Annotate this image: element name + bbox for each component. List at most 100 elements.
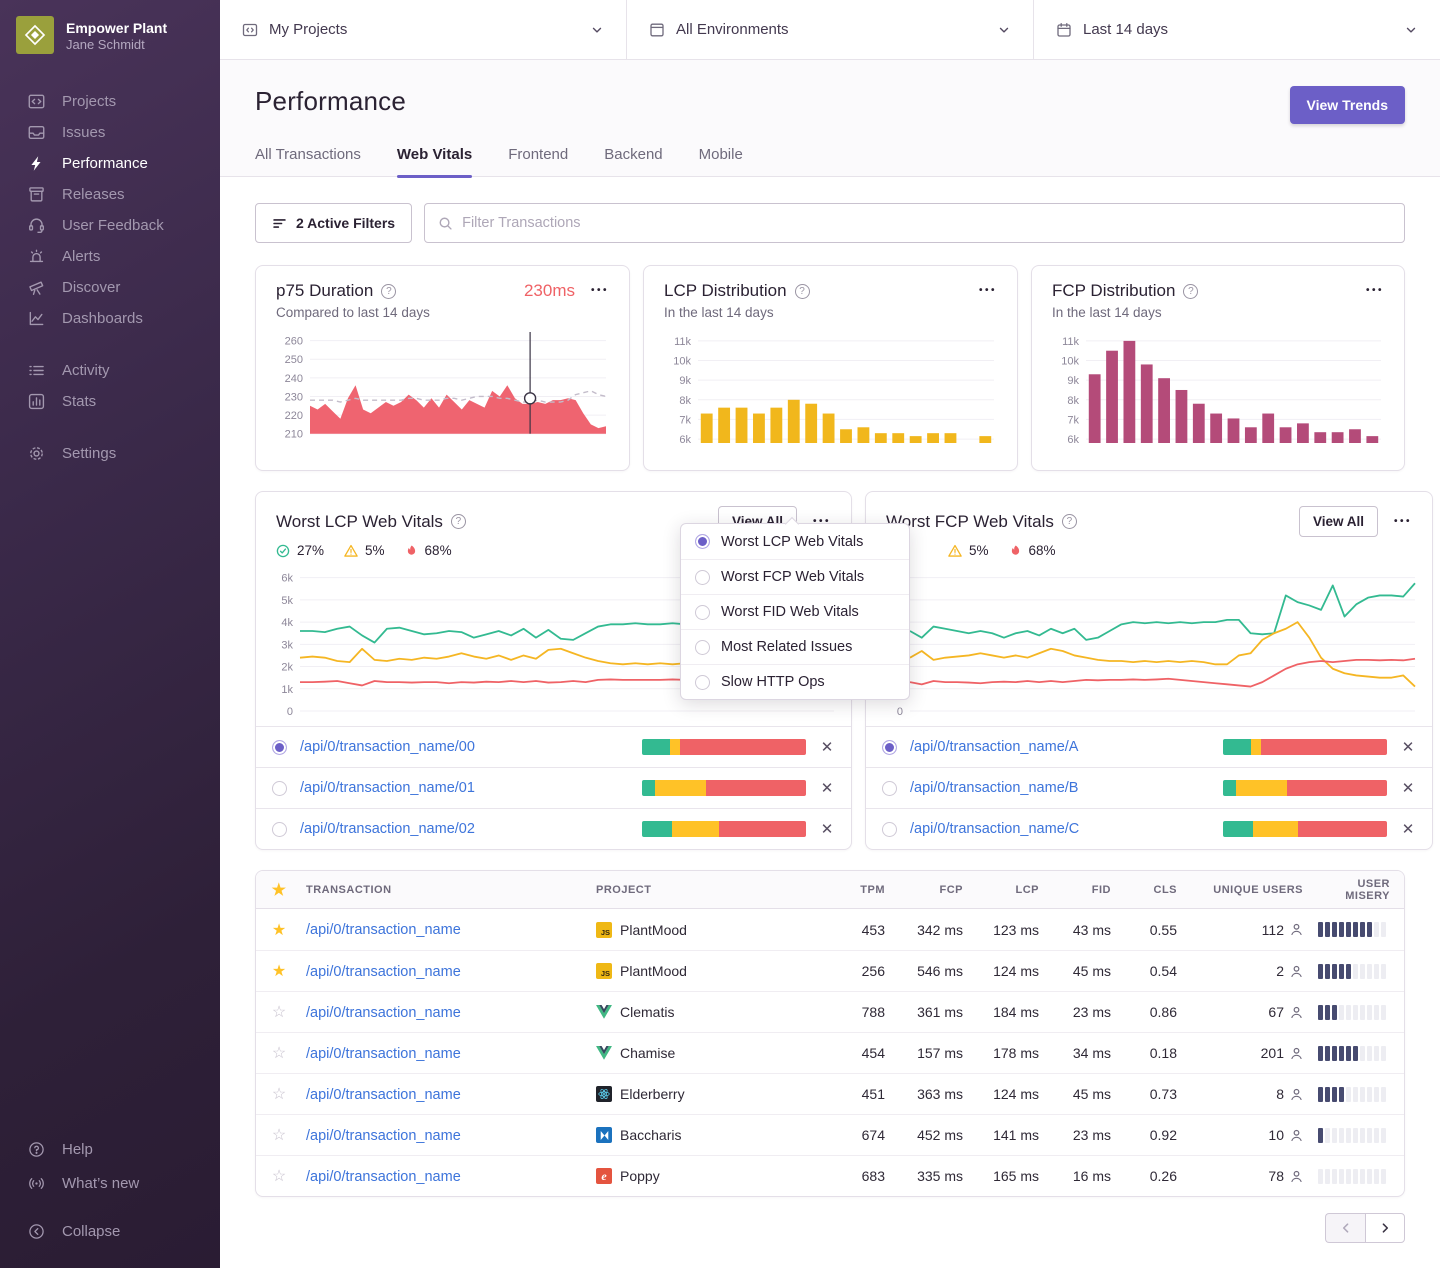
close-icon[interactable]: ✕ [819, 820, 835, 838]
transaction-radio[interactable] [882, 781, 897, 796]
transaction-link[interactable]: /api/0/transaction_name/C [910, 821, 1079, 837]
star-outline-icon[interactable]: ☆ [272, 1045, 286, 1062]
unique-users-count: 8 [1276, 1086, 1284, 1102]
previous-page-button[interactable] [1325, 1213, 1365, 1243]
vitals-segment-bar [642, 739, 806, 755]
sidebar-item-releases[interactable]: Releases [0, 179, 220, 210]
sidebar-item-activity[interactable]: Activity [0, 355, 220, 386]
star-filled-icon[interactable]: ★ [256, 880, 302, 900]
help-icon[interactable]: ? [795, 284, 810, 299]
star-outline-icon[interactable]: ☆ [272, 1086, 286, 1103]
help-icon[interactable]: ? [451, 514, 466, 529]
transaction-link[interactable]: /api/0/transaction_name/01 [300, 780, 475, 796]
svg-text:9k: 9k [679, 375, 691, 387]
column-header-transaction[interactable]: TRANSACTION [302, 884, 592, 896]
transaction-link[interactable]: /api/0/transaction_name/02 [300, 821, 475, 837]
overflow-menu-icon[interactable]: ••• [1358, 282, 1384, 300]
sidebar-collapse-button[interactable]: Collapse [0, 1214, 220, 1248]
menu-item-slow-http-ops[interactable]: Slow HTTP Ops [681, 664, 909, 699]
menu-item-worst-fcp[interactable]: Worst FCP Web Vitals [681, 559, 909, 594]
menu-item-most-related-issues[interactable]: Most Related Issues [681, 629, 909, 664]
column-header-tpm[interactable]: TPM [827, 884, 889, 896]
close-icon[interactable]: ✕ [1400, 779, 1416, 797]
transaction-link[interactable]: /api/0/transaction_name/00 [300, 739, 475, 755]
tab-frontend[interactable]: Frontend [508, 146, 568, 176]
transaction-link[interactable]: /api/0/transaction_name [306, 1046, 461, 1062]
transaction-link[interactable]: /api/0/transaction_name [306, 1087, 461, 1103]
transaction-link[interactable]: /api/0/transaction_name/B [910, 780, 1078, 796]
star-outline-icon[interactable]: ☆ [272, 1004, 286, 1021]
overflow-menu-icon[interactable]: ••• [971, 282, 997, 300]
help-icon[interactable]: ? [1183, 284, 1198, 299]
help-icon[interactable]: ? [1062, 514, 1077, 529]
tab-mobile[interactable]: Mobile [699, 146, 743, 176]
sidebar-item-issues[interactable]: Issues [0, 117, 220, 148]
next-page-button[interactable] [1365, 1213, 1405, 1243]
sidebar-item-discover[interactable]: Discover [0, 272, 220, 303]
sidebar-item-help[interactable]: Help [0, 1132, 220, 1166]
transaction-link[interactable]: /api/0/transaction_name/A [910, 739, 1078, 755]
transaction-radio[interactable] [272, 822, 287, 837]
sidebar-item-stats[interactable]: Stats [0, 386, 220, 417]
vitals-segment-bar [1223, 821, 1387, 837]
active-filters-button[interactable]: 2 Active Filters [255, 203, 412, 243]
overflow-menu-icon[interactable]: ••• [583, 282, 609, 300]
tab-all-transactions[interactable]: All Transactions [255, 146, 361, 176]
column-header-lcp[interactable]: LCP [967, 884, 1043, 896]
project-name: Elderberry [620, 1086, 685, 1102]
view-all-button[interactable]: View All [1299, 506, 1378, 537]
column-header-fid[interactable]: FID [1043, 884, 1115, 896]
sidebar-item-label: Activity [62, 362, 110, 379]
transaction-radio[interactable] [272, 781, 287, 796]
transaction-radio[interactable] [882, 822, 897, 837]
menu-item-worst-lcp[interactable]: Worst LCP Web Vitals [681, 524, 909, 559]
search-input[interactable] [462, 215, 1391, 231]
overflow-menu-icon[interactable]: ••• [1386, 513, 1412, 531]
close-icon[interactable]: ✕ [819, 779, 835, 797]
column-header-cls[interactable]: CLS [1115, 884, 1181, 896]
sidebar-item-whats-new[interactable]: What’s new [0, 1166, 220, 1200]
transaction-link[interactable]: /api/0/transaction_name [306, 1128, 461, 1144]
transaction-link[interactable]: /api/0/transaction_name [306, 1169, 461, 1185]
sidebar-item-user-feedback[interactable]: User Feedback [0, 210, 220, 241]
sidebar-item-alerts[interactable]: Alerts [0, 241, 220, 272]
unique-users-count: 78 [1268, 1168, 1284, 1184]
radio[interactable] [695, 605, 710, 620]
lcp-transactions: /api/0/transaction_name/00 ✕ /api/0/transa… [256, 726, 851, 849]
sidebar-item-projects[interactable]: Projects [0, 86, 220, 117]
star-outline-icon[interactable]: ☆ [272, 1127, 286, 1144]
sidebar-item-settings[interactable]: Settings [0, 438, 220, 469]
radio[interactable] [695, 675, 710, 690]
environment-picker[interactable]: All Environments [626, 0, 1033, 59]
close-icon[interactable]: ✕ [819, 738, 835, 756]
menu-item-worst-fid[interactable]: Worst FID Web Vitals [681, 594, 909, 629]
radio[interactable] [695, 570, 710, 585]
help-icon[interactable]: ? [381, 284, 396, 299]
sidebar-item-dashboards[interactable]: Dashboards [0, 303, 220, 334]
radio-selected[interactable] [695, 534, 710, 549]
sidebar-item-performance[interactable]: Performance [0, 148, 220, 179]
transaction-link[interactable]: /api/0/transaction_name [306, 1005, 461, 1021]
star-outline-icon[interactable]: ☆ [272, 1168, 286, 1185]
star-filled-icon[interactable]: ★ [272, 922, 286, 939]
daterange-picker[interactable]: Last 14 days [1033, 0, 1440, 59]
view-trends-button[interactable]: View Trends [1290, 86, 1405, 124]
transaction-link[interactable]: /api/0/transaction_name [306, 964, 461, 980]
transaction-radio[interactable] [272, 740, 287, 755]
tab-web-vitals[interactable]: Web Vitals [397, 146, 472, 176]
transaction-radio[interactable] [882, 740, 897, 755]
org-switcher[interactable]: Empower Plant Jane Schmidt [0, 0, 220, 54]
daterange-picker-value: Last 14 days [1083, 21, 1168, 38]
transaction-link[interactable]: /api/0/transaction_name [306, 922, 461, 938]
column-header-project[interactable]: PROJECT [592, 884, 827, 896]
column-header-fcp[interactable]: FCP [889, 884, 967, 896]
project-picker[interactable]: My Projects [220, 0, 626, 59]
svg-text:8k: 8k [1067, 395, 1079, 407]
radio[interactable] [695, 640, 710, 655]
close-icon[interactable]: ✕ [1400, 820, 1416, 838]
column-header-unique-users[interactable]: UNIQUE USERS [1181, 884, 1307, 896]
tab-backend[interactable]: Backend [604, 146, 662, 176]
column-header-user-misery[interactable]: USER MISERY [1307, 878, 1404, 902]
close-icon[interactable]: ✕ [1400, 738, 1416, 756]
star-filled-icon[interactable]: ★ [272, 963, 286, 980]
